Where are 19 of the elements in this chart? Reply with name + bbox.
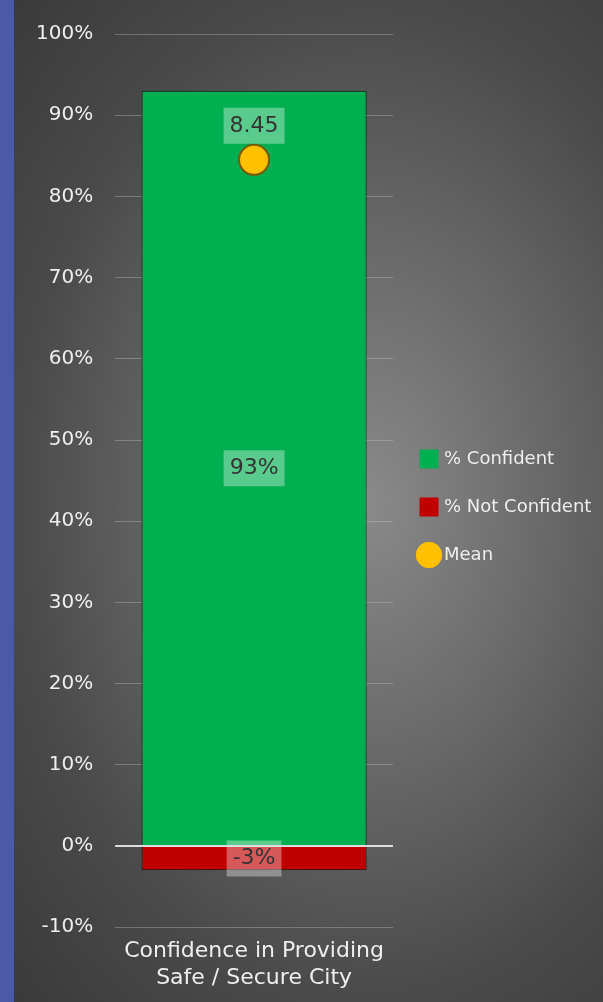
y-tick-label: 50%: [48, 426, 94, 451]
y-tick-label: -10%: [41, 913, 94, 938]
data-label: -3%: [232, 844, 276, 870]
legend-label: % Confident: [444, 446, 555, 468]
annotation: 8.45: [229, 111, 279, 137]
x-tick-label: Confidence in Providing Safe / Secure City: [124, 937, 384, 989]
y-tick-label: 90%: [48, 101, 94, 126]
y-tick-label: 0%: [61, 832, 94, 857]
y-tick-label: 100%: [35, 20, 94, 45]
data-label: 93%: [229, 453, 279, 479]
y-tick-label: 80%: [48, 182, 94, 207]
y-tick-label: 30%: [48, 588, 94, 613]
y-tick-label: 70%: [48, 263, 94, 288]
legend-label: Mean: [444, 542, 494, 564]
y-tick-label: 20%: [48, 669, 94, 694]
y-tick-label: 40%: [48, 507, 94, 532]
y-tick-label: 60%: [48, 345, 94, 369]
y-tick-label: 10%: [48, 751, 94, 775]
legend-label: % Not Confident: [444, 494, 592, 516]
